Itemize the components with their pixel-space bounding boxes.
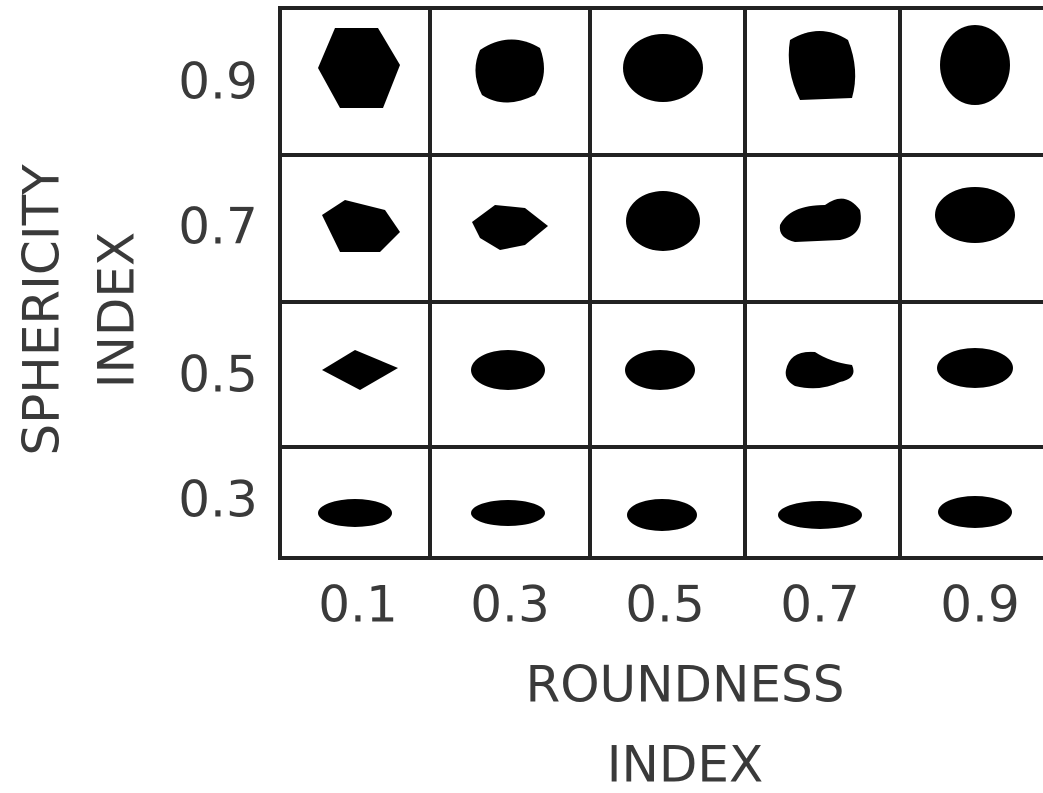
y-axis-title: INDEX: [88, 232, 146, 389]
column-label: 0.5: [625, 576, 705, 634]
column-label: 0.9: [940, 576, 1020, 634]
particle: [625, 350, 695, 390]
column-label: 0.3: [470, 576, 550, 634]
particle: [786, 352, 854, 388]
column-label: 0.7: [780, 576, 860, 634]
row-label: 0.5: [178, 346, 258, 404]
particle: [789, 31, 855, 100]
particle: [937, 348, 1013, 388]
particle: [471, 500, 545, 526]
particle: [627, 499, 697, 531]
diagram: 0.9 0.7 0.5 0.3 0.1 0.3 0.5 0.7 0.9 ROUN…: [0, 0, 1043, 793]
particle: [318, 28, 400, 108]
page: 0.9 0.7 0.5 0.3 0.1 0.3 0.5 0.7 0.9 ROUN…: [0, 0, 1043, 793]
particles: [318, 25, 1015, 531]
column-label: 0.1: [318, 576, 398, 634]
particle: [322, 200, 400, 252]
particle: [623, 34, 703, 102]
row-label: 0.7: [178, 198, 258, 256]
row-label: 0.9: [178, 53, 258, 111]
particle: [780, 199, 861, 242]
particle: [322, 350, 398, 390]
y-axis-title: SPHERICITY: [13, 164, 71, 456]
particle: [940, 25, 1010, 105]
x-axis-title: INDEX: [607, 736, 764, 793]
particle: [626, 191, 700, 251]
particle: [318, 499, 392, 527]
particle: [935, 187, 1015, 243]
particle: [471, 350, 545, 390]
particle: [475, 39, 544, 102]
particle: [938, 496, 1012, 528]
row-label: 0.3: [178, 471, 258, 529]
x-axis-title: ROUNDNESS: [525, 656, 844, 714]
particle: [778, 501, 862, 529]
particle: [472, 205, 548, 250]
